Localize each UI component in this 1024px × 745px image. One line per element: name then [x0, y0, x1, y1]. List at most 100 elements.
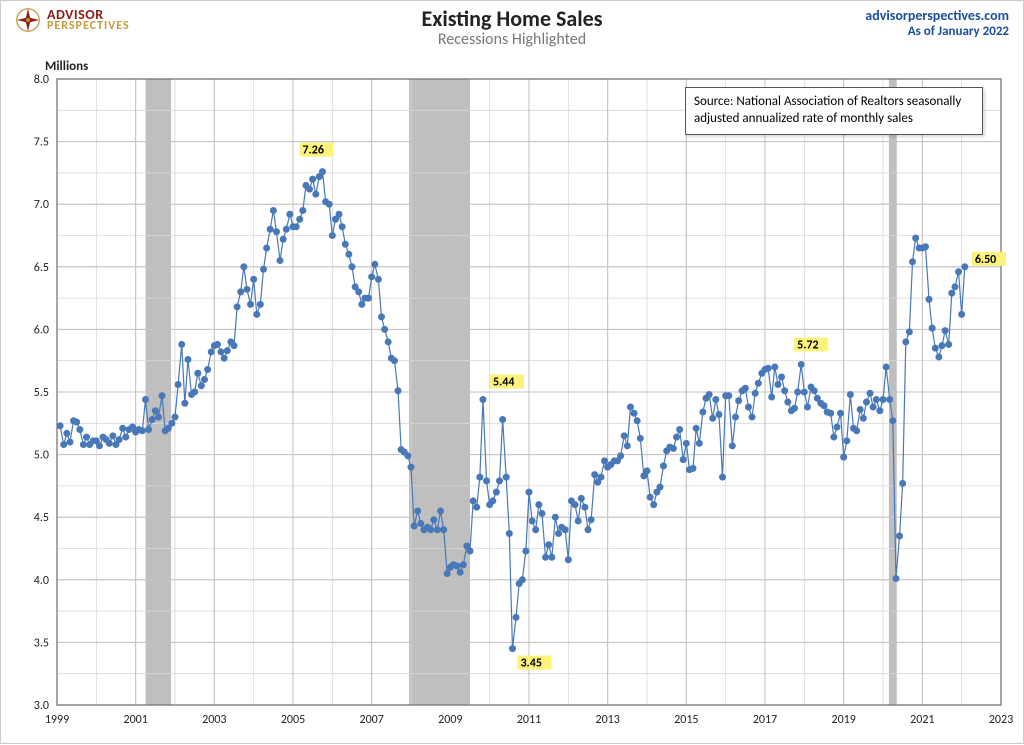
- data-point: [119, 425, 126, 432]
- data-point: [545, 541, 552, 548]
- y-tick-label: 8.0: [34, 73, 49, 87]
- data-point: [821, 402, 828, 409]
- data-point: [591, 471, 598, 478]
- data-point: [732, 414, 739, 421]
- callout: 3.45: [517, 656, 551, 671]
- data-point: [742, 385, 749, 392]
- data-point: [857, 406, 864, 413]
- data-point: [152, 407, 159, 414]
- x-tick-label: 2003: [202, 713, 226, 727]
- data-point: [240, 263, 247, 270]
- data-point: [417, 520, 424, 527]
- data-point: [326, 201, 333, 208]
- data-point: [408, 464, 415, 471]
- data-point: [194, 370, 201, 377]
- data-point: [80, 441, 87, 448]
- data-point: [155, 414, 162, 421]
- data-point: [145, 426, 152, 433]
- y-tick-label: 6.5: [34, 261, 49, 275]
- data-point: [909, 258, 916, 265]
- data-point: [168, 420, 175, 427]
- data-point: [961, 263, 968, 270]
- y-tick-label: 4.5: [34, 511, 49, 525]
- data-point: [319, 168, 326, 175]
- data-point: [749, 414, 756, 421]
- data-point: [863, 399, 870, 406]
- data-point: [752, 390, 759, 397]
- data-point: [270, 207, 277, 214]
- data-point: [847, 391, 854, 398]
- data-point: [395, 387, 402, 394]
- data-point: [719, 474, 726, 481]
- data-point: [945, 341, 952, 348]
- data-point: [250, 276, 257, 283]
- data-point: [522, 548, 529, 555]
- data-point: [955, 268, 962, 275]
- data-point: [83, 434, 90, 441]
- data-point: [503, 474, 510, 481]
- data-point: [218, 348, 225, 355]
- data-point: [853, 427, 860, 434]
- data-point: [932, 345, 939, 352]
- data-point: [237, 288, 244, 295]
- callout: 7.26: [300, 143, 334, 158]
- data-point: [597, 474, 604, 481]
- data-point: [214, 341, 221, 348]
- data-point: [109, 432, 116, 439]
- data-point: [253, 311, 260, 318]
- data-point: [939, 342, 946, 349]
- data-point: [283, 226, 290, 233]
- data-point: [257, 301, 264, 308]
- data-point: [585, 526, 592, 533]
- data-point: [63, 430, 70, 437]
- callout-label: 3.45: [520, 657, 541, 671]
- data-point: [267, 226, 274, 233]
- callout-label: 5.72: [797, 338, 818, 352]
- data-point: [440, 526, 447, 533]
- data-point: [526, 489, 533, 496]
- x-tick-label: 2019: [832, 713, 856, 727]
- data-point: [208, 348, 215, 355]
- data-point: [798, 361, 805, 368]
- data-point: [588, 516, 595, 523]
- data-point: [375, 276, 382, 283]
- data-point: [627, 404, 634, 411]
- x-tick-label: 2017: [753, 713, 777, 727]
- x-tick-label: 2007: [360, 713, 384, 727]
- data-point: [231, 342, 238, 349]
- data-point: [637, 435, 644, 442]
- data-point: [263, 245, 270, 252]
- data-point: [437, 507, 444, 514]
- data-point: [342, 241, 349, 248]
- data-point: [621, 432, 628, 439]
- data-point: [66, 439, 73, 446]
- data-point: [191, 389, 198, 396]
- data-point: [519, 576, 526, 583]
- data-point: [286, 211, 293, 218]
- data-point: [299, 207, 306, 214]
- data-point: [892, 575, 899, 582]
- data-point: [349, 263, 356, 270]
- data-point: [781, 387, 788, 394]
- data-point: [427, 526, 434, 533]
- data-point: [683, 440, 690, 447]
- data-point: [178, 341, 185, 348]
- data-point: [198, 382, 205, 389]
- data-point: [473, 504, 480, 511]
- data-point: [712, 396, 719, 403]
- y-tick-label: 4.0: [34, 574, 49, 588]
- data-point: [755, 380, 762, 387]
- data-point: [499, 416, 506, 423]
- data-point: [771, 363, 778, 370]
- data-point: [96, 442, 103, 449]
- data-point: [693, 425, 700, 432]
- callout: 5.44: [490, 375, 524, 390]
- data-point: [57, 422, 64, 429]
- data-point: [454, 563, 461, 570]
- data-point: [457, 569, 464, 576]
- data-point: [181, 400, 188, 407]
- data-point: [404, 452, 411, 459]
- data-point: [673, 434, 680, 441]
- data-point: [634, 417, 641, 424]
- data-point: [572, 501, 579, 508]
